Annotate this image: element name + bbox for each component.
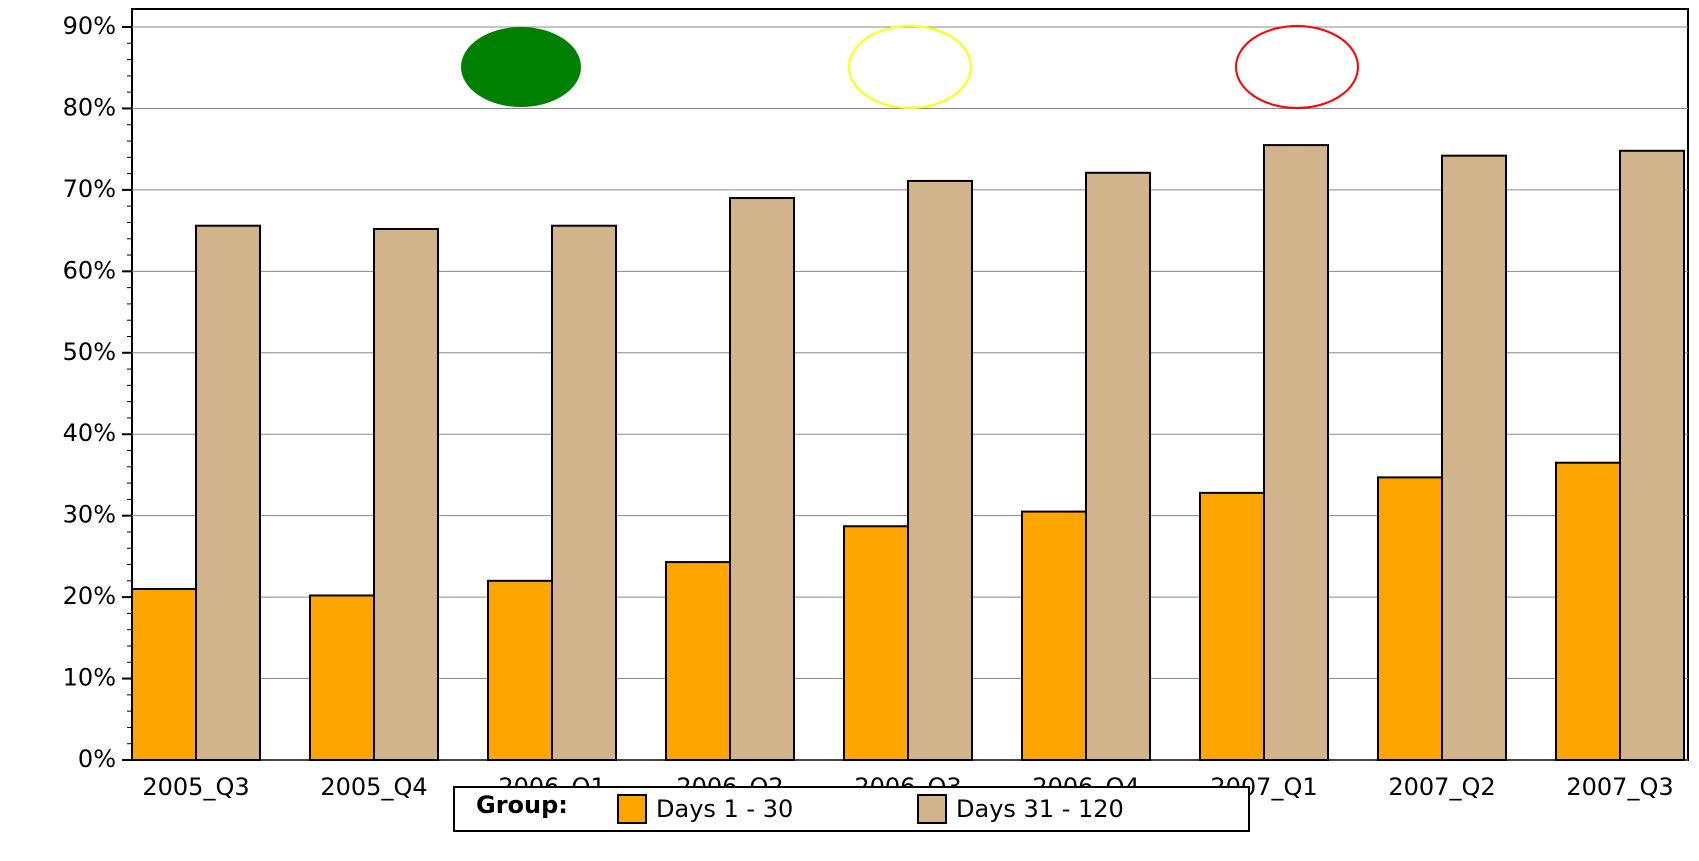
- legend-box: [453, 786, 1250, 832]
- legend-label: Days 31 - 120: [956, 795, 1124, 823]
- bar: [1619, 149, 1685, 762]
- bar: [1263, 144, 1329, 762]
- bar: [1555, 461, 1621, 761]
- bar: [309, 594, 375, 762]
- bar: [131, 587, 197, 762]
- legend-title: Group:: [476, 791, 568, 819]
- status-yellow: [848, 25, 972, 109]
- legend-swatch: [917, 794, 947, 824]
- bar: [1021, 510, 1087, 761]
- y-tick-label: 0%: [78, 745, 116, 773]
- x-tick-label: 2007_Q2: [1388, 773, 1495, 801]
- y-tick-label: 80%: [63, 93, 116, 121]
- y-tick-label: 30%: [63, 501, 116, 529]
- legend-label: Days 1 - 30: [656, 795, 793, 823]
- bar: [729, 197, 795, 762]
- bar: [907, 179, 973, 761]
- legend-swatch: [617, 794, 647, 824]
- y-tick-label: 10%: [63, 664, 116, 692]
- bar: [1377, 476, 1443, 761]
- bar: [1085, 171, 1151, 761]
- status-red: [1235, 25, 1359, 109]
- status-green: [461, 27, 581, 107]
- legend: Group: Days 1 - 30 Days 31 - 120: [453, 786, 1250, 832]
- y-tick-label: 50%: [63, 338, 116, 366]
- bar: [843, 525, 909, 762]
- bar: [551, 224, 617, 762]
- x-tick-label: 2007_Q3: [1566, 773, 1673, 801]
- bar: [195, 224, 261, 762]
- y-tick-label: 60%: [63, 256, 116, 284]
- bar: [487, 579, 553, 761]
- bar: [1441, 154, 1507, 761]
- y-tick-label: 40%: [63, 419, 116, 447]
- bar: [1199, 491, 1265, 761]
- bar: [665, 561, 731, 762]
- x-tick-label: 2005_Q4: [320, 773, 427, 801]
- y-tick-label: 20%: [63, 582, 116, 610]
- x-tick-label: 2005_Q3: [142, 773, 249, 801]
- y-tick-label: 90%: [63, 12, 116, 40]
- y-tick-label: 70%: [63, 175, 116, 203]
- bar: [373, 227, 439, 761]
